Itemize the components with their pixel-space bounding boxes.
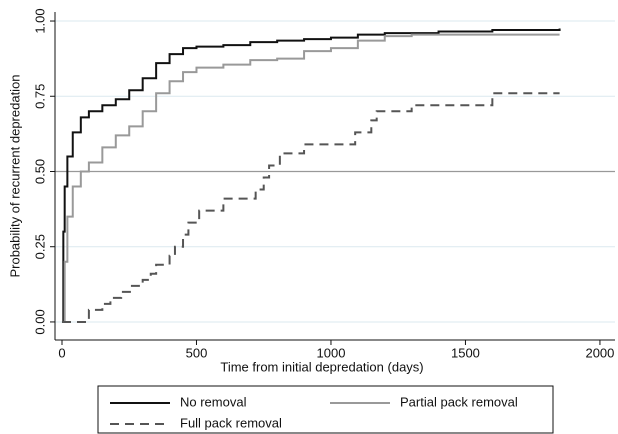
series-line (61, 33, 560, 323)
legend-label: Full pack removal (180, 415, 282, 430)
y-tick-label: 0.00 (32, 309, 47, 334)
legend-label: Partial pack removal (400, 394, 518, 409)
y-tick-label: 0.25 (32, 234, 47, 259)
legend-label: No removal (180, 394, 247, 409)
x-tick-label: 1500 (451, 345, 480, 360)
legend-box (97, 385, 554, 434)
y-tick-label: 0.75 (32, 84, 47, 109)
x-tick-label: 2000 (585, 345, 614, 360)
y-tick-label: 1.00 (32, 8, 47, 33)
series-line (61, 28, 561, 323)
y-axis-title: Probability of recurrent depredation (7, 74, 22, 277)
y-tick-label: 0.50 (32, 159, 47, 184)
x-tick-label: 500 (186, 345, 208, 360)
x-tick-label: 1000 (317, 345, 346, 360)
x-axis-title: Time from initial depredation (days) (220, 359, 423, 374)
series-line (61, 92, 560, 323)
x-tick-label: 0 (58, 345, 65, 360)
